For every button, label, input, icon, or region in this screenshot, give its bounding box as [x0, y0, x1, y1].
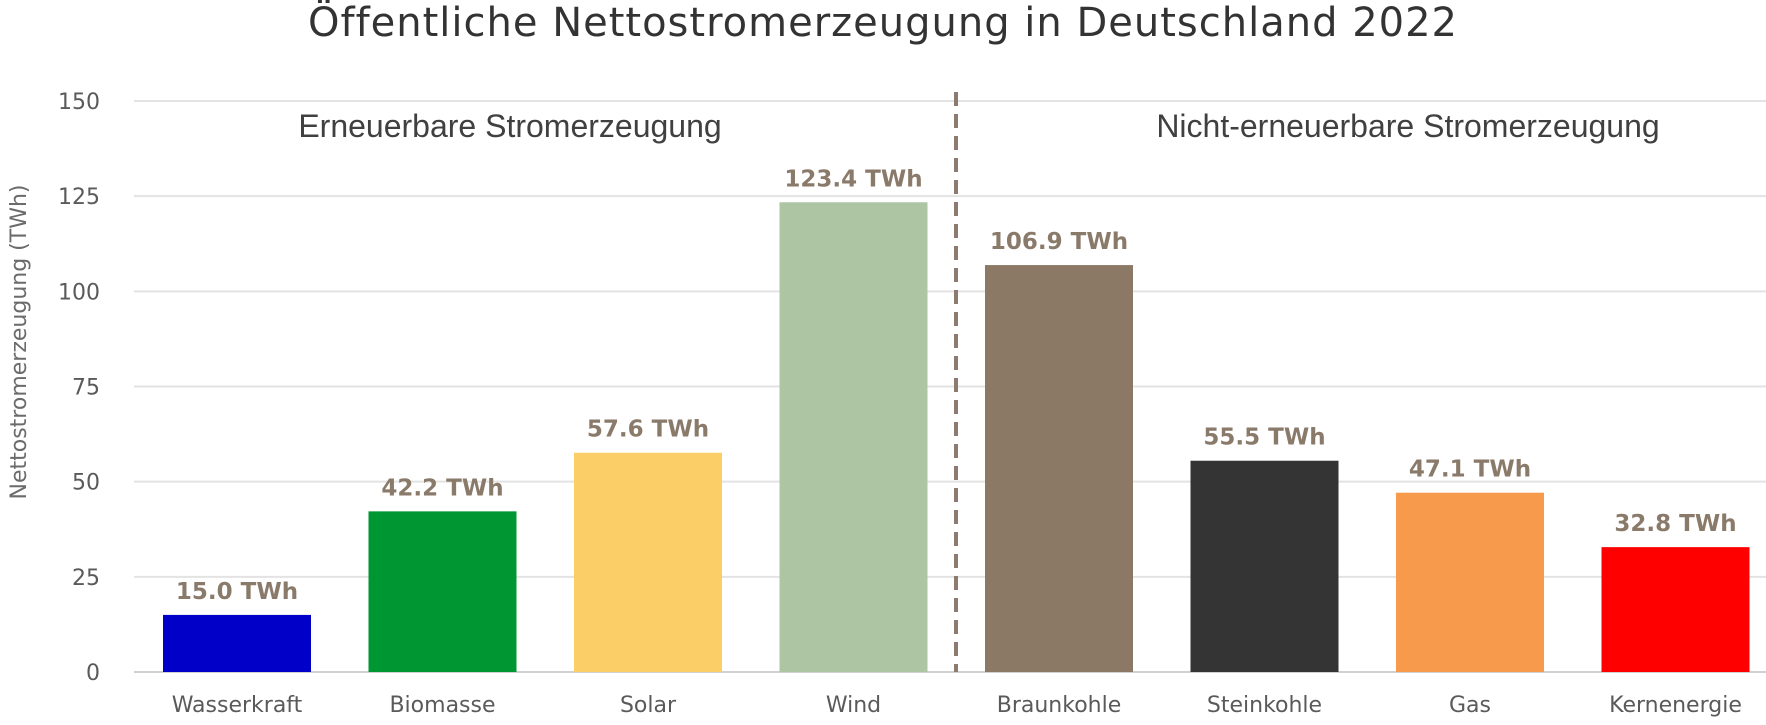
- bar-solar: [574, 452, 722, 672]
- bar-gas: [1396, 492, 1544, 672]
- group-label-renewable: Erneuerbare Stromerzeugung: [298, 108, 721, 144]
- x-tick-label-wind: Wind: [826, 693, 881, 718]
- data-label-solar: 57.6 TWh: [587, 417, 709, 443]
- group-label-nonrenewable: Nicht-erneuerbare Stromerzeugung: [1156, 108, 1659, 144]
- data-label-braunkohle: 106.9 TWh: [990, 229, 1128, 255]
- bar-wasserkraft: [163, 614, 311, 672]
- bar-biomasse: [368, 511, 517, 672]
- x-tick-label-braunkohle: Braunkohle: [997, 693, 1122, 718]
- gridlines: 0 25 50 75 100 125 150: [58, 90, 1766, 686]
- chart-title: Öffentliche Nettostromerzeugung in Deuts…: [308, 0, 1458, 46]
- data-label-kernenergie: 32.8 TWh: [1614, 511, 1736, 537]
- bars: [163, 202, 1750, 673]
- data-labels: 15.0 TWh Wasserkraft 42.2 TWh Biomasse 57.6 …: [172, 166, 1742, 718]
- data-label-biomasse: 42.2 TWh: [381, 475, 503, 501]
- x-tick-label-kernenergie: Kernenergie: [1609, 693, 1742, 718]
- y-tick-label: 125: [58, 185, 100, 210]
- data-label-wasserkraft: 15.0 TWh: [176, 579, 298, 605]
- y-axis-label: Nettostromerzeugung (TWh): [7, 185, 32, 500]
- y-tick-label: 100: [58, 280, 100, 305]
- data-label-gas: 47.1 TWh: [1409, 457, 1531, 483]
- data-label-steinkohle: 55.5 TWh: [1203, 425, 1325, 451]
- y-tick-label: 50: [72, 471, 100, 496]
- y-tick-label: 25: [72, 566, 100, 591]
- x-tick-label-solar: Solar: [620, 693, 677, 718]
- bar-wind: [779, 202, 928, 673]
- x-tick-label-biomasse: Biomasse: [389, 693, 495, 718]
- x-tick-label-wasserkraft: Wasserkraft: [172, 693, 303, 718]
- y-tick-label: 75: [72, 376, 100, 401]
- bar-kernenergie: [1601, 547, 1750, 672]
- x-tick-label-steinkohle: Steinkohle: [1207, 693, 1322, 718]
- y-tick-label: 150: [58, 90, 100, 115]
- bar-steinkohle: [1190, 460, 1339, 672]
- y-tick-label: 0: [86, 661, 100, 686]
- data-label-wind: 123.4 TWh: [784, 166, 922, 192]
- x-tick-label-gas: Gas: [1449, 693, 1491, 718]
- bar-braunkohle: [985, 265, 1133, 672]
